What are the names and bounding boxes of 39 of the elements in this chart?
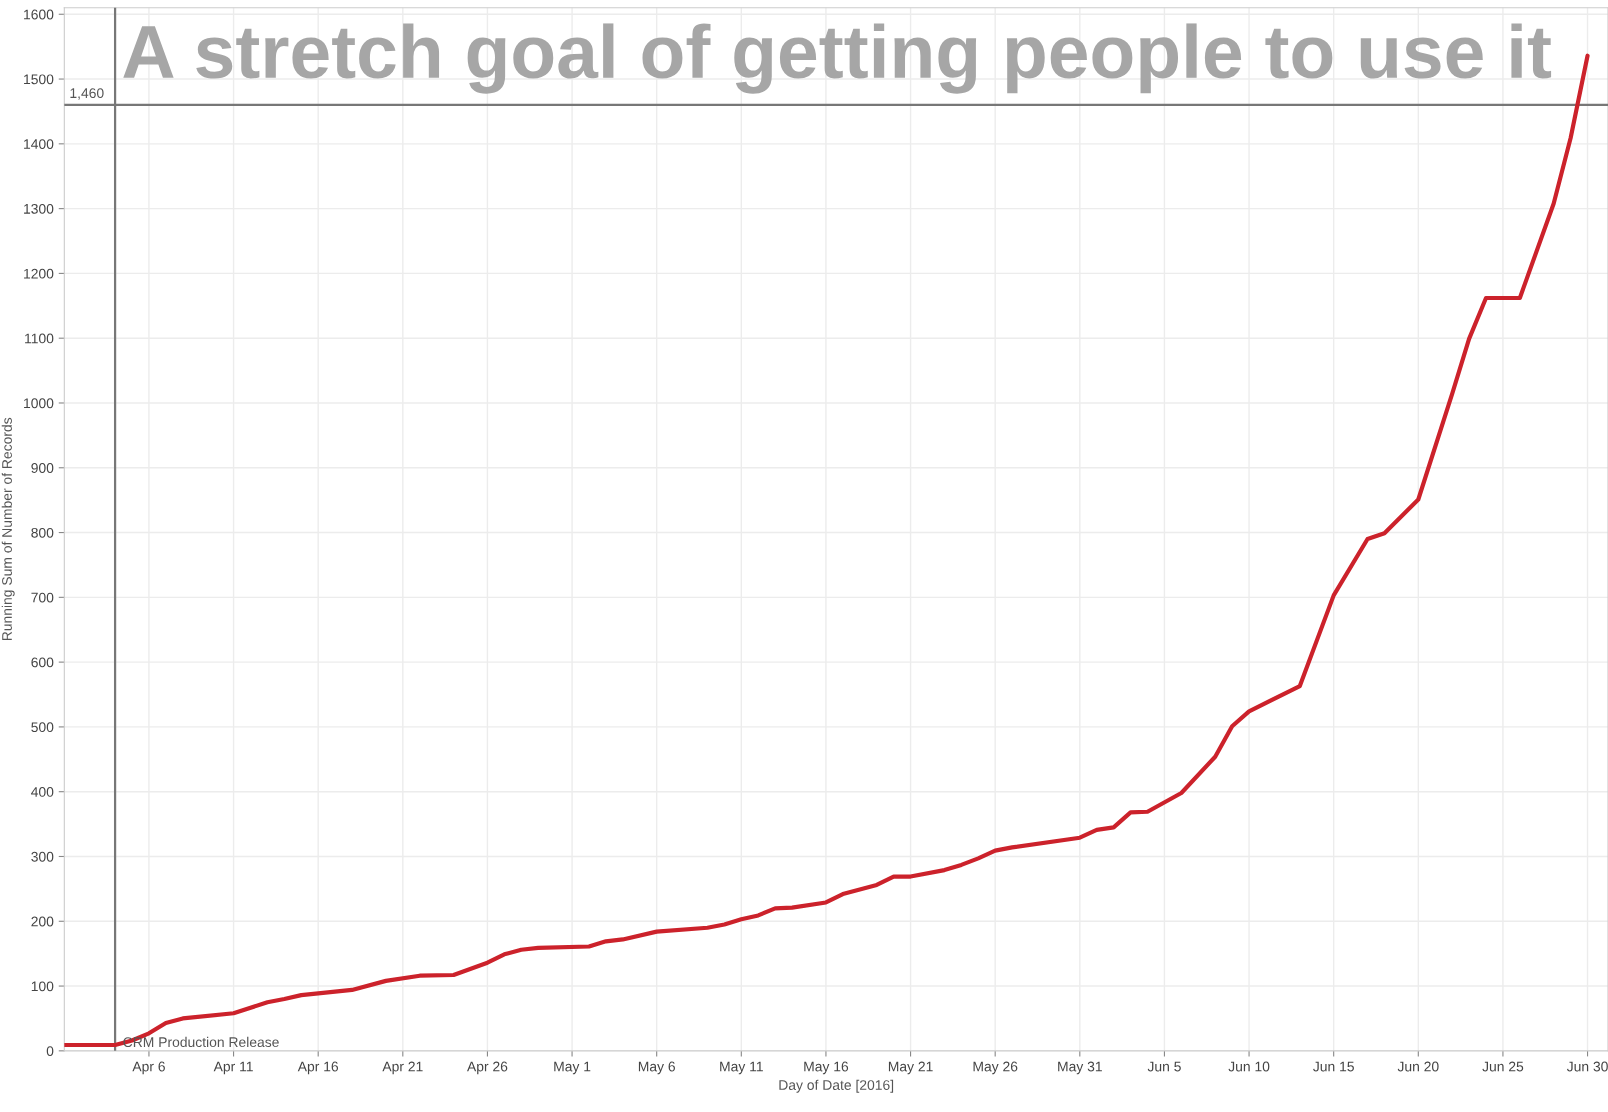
y-tick-label: 100 — [31, 981, 54, 992]
chart-title: A stretch goal of getting people to use it — [123, 23, 1552, 94]
y-axis-title: Running Sum of Number of Records — [1, 417, 15, 641]
x-tick-label: Jun 25 — [1482, 1061, 1524, 1072]
y-tick-label: 500 — [31, 722, 54, 733]
y-tick-label: 1200 — [24, 268, 54, 279]
x-tick-label: May 6 — [638, 1061, 675, 1075]
x-tick-label: Apr 6 — [132, 1061, 165, 1075]
x-tick-label: Jun 20 — [1397, 1061, 1439, 1072]
x-tick-label: Apr 11 — [213, 1061, 253, 1075]
ref-line-label: 1,460 — [70, 88, 104, 100]
x-tick-label: Apr 26 — [467, 1061, 508, 1075]
x-tick-label: May 31 — [1058, 1061, 1102, 1075]
y-tick-label: 1500 — [24, 74, 54, 85]
y-tick-label: 1300 — [24, 203, 54, 214]
y-tick-label: 1400 — [24, 139, 54, 149]
x-tick-label: May 11 — [720, 1061, 763, 1075]
y-tick-label: 0 — [46, 1046, 54, 1057]
y-tick-label: 1000 — [24, 398, 54, 409]
x-tick-label: May 26 — [973, 1061, 1018, 1075]
x-tick-label: Jun 15 — [1313, 1061, 1354, 1072]
y-tick-label: 700 — [31, 592, 54, 603]
y-tick-label: 800 — [31, 527, 54, 538]
x-tick-label: May 21 — [888, 1061, 933, 1075]
y-tick-label: 1100 — [25, 333, 54, 344]
x-tick-label: Jun 5 — [1147, 1061, 1181, 1072]
y-tick-label: 600 — [31, 657, 54, 668]
x-tick-label: Apr 21 — [382, 1061, 423, 1075]
y-tick-label: 200 — [31, 916, 54, 927]
x-tick-label: Jun 10 — [1228, 1061, 1270, 1072]
x-tick-label: Jun 30 — [1566, 1061, 1608, 1072]
y-tick-label: 900 — [31, 463, 54, 473]
x-tick-label: May 1 — [554, 1061, 591, 1075]
y-tick-label: 400 — [31, 787, 54, 797]
x-axis-title: Day of Date [2016] — [779, 1079, 894, 1093]
y-tick-label: 1600 — [24, 9, 54, 20]
x-tick-label: May 16 — [804, 1061, 849, 1075]
y-tick-label: 300 — [31, 851, 54, 862]
x-tick-label: Apr 16 — [297, 1061, 339, 1075]
